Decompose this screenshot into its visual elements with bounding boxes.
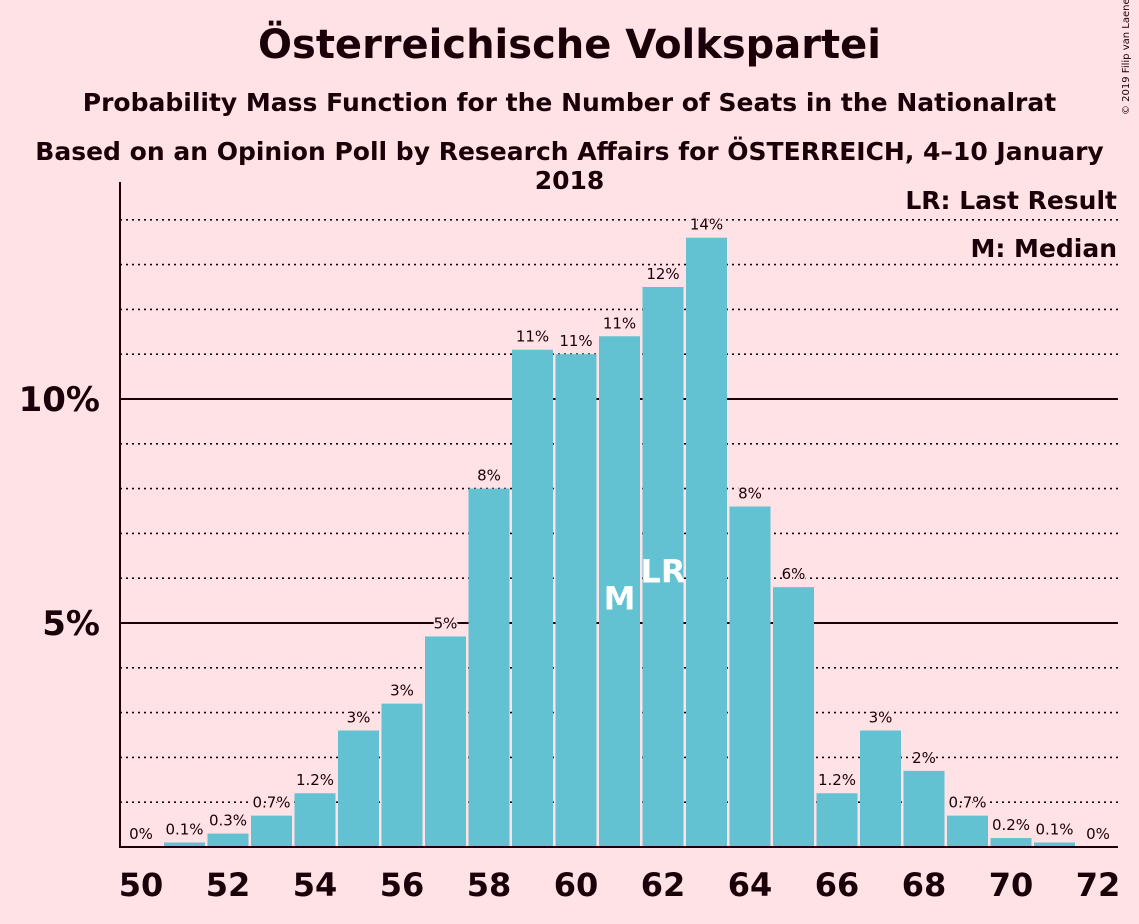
x-tick-label: 52 [206, 866, 251, 904]
bar-value-label: 0% [129, 825, 153, 843]
chart-source: Based on an Opinion Poll by Research Aff… [35, 137, 1104, 195]
bar-value-label: 11% [603, 314, 636, 332]
bar [251, 815, 292, 847]
x-tick-label: 66 [815, 866, 860, 904]
bar-value-label: 2% [912, 749, 936, 767]
bar [294, 793, 336, 847]
bar-value-label: 5% [434, 614, 458, 632]
bar [686, 237, 727, 848]
bar-value-label: 0% [1086, 825, 1110, 843]
chart-subtitle: Probability Mass Function for the Number… [82, 88, 1057, 117]
x-tick-label: 60 [554, 866, 599, 904]
bar [903, 770, 945, 847]
bar [425, 636, 466, 847]
x-tick-label: 54 [293, 866, 338, 904]
bar-value-label: 1.2% [296, 771, 334, 789]
bar-value-label: 3% [869, 709, 893, 727]
x-tick-label: 70 [989, 866, 1034, 904]
bar [381, 703, 423, 847]
bar-value-label: 8% [477, 467, 501, 485]
legend-entry: M: Median [970, 234, 1117, 263]
bar-value-label: 0.1% [1035, 821, 1073, 839]
x-tick-label: 58 [467, 866, 512, 904]
bar [773, 587, 814, 847]
bar-value-label: 1.2% [818, 771, 856, 789]
bar-value-label: 0.2% [992, 816, 1030, 834]
bar-value-label: 0.7% [252, 794, 290, 812]
bar [599, 336, 640, 847]
bar [947, 815, 988, 847]
bar [164, 842, 205, 847]
x-tick-label: 64 [728, 866, 773, 904]
bar [207, 833, 249, 847]
x-tick-label: 62 [641, 866, 686, 904]
legend-entry: LR: Last Result [905, 186, 1117, 215]
x-tick-label: 56 [380, 866, 425, 904]
chart-title: Österreichische Volkspartei [258, 22, 881, 68]
bar [729, 506, 771, 847]
bar [642, 287, 684, 847]
y-tick-label: 5% [42, 604, 100, 644]
bar-value-label: 11% [559, 332, 592, 350]
bar [468, 488, 510, 847]
bar-value-label: 3% [347, 709, 371, 727]
bar [990, 838, 1032, 847]
bar-value-label: 0.3% [209, 812, 247, 830]
bar-value-label: 0.1% [165, 821, 203, 839]
bar-value-label: 12% [646, 265, 679, 283]
bar-value-label: 14% [690, 216, 723, 234]
bar [1034, 842, 1075, 847]
x-tick-label: 50 [119, 866, 164, 904]
x-tick-label: 68 [902, 866, 947, 904]
bar-value-label: 3% [390, 682, 414, 700]
bar-value-label: 11% [516, 328, 549, 346]
last-result-marker: LR [640, 553, 685, 591]
bar-value-label: 6% [782, 565, 806, 583]
bar [816, 793, 858, 847]
bar [860, 730, 901, 847]
bar [555, 354, 597, 847]
y-tick-label: 10% [19, 380, 100, 420]
bar-value-label: 8% [738, 485, 762, 503]
bar [512, 349, 553, 847]
bar-value-label: 0.7% [948, 794, 986, 812]
bar [338, 730, 379, 847]
median-marker: M [604, 580, 636, 618]
x-tick-label: 72 [1076, 866, 1121, 904]
